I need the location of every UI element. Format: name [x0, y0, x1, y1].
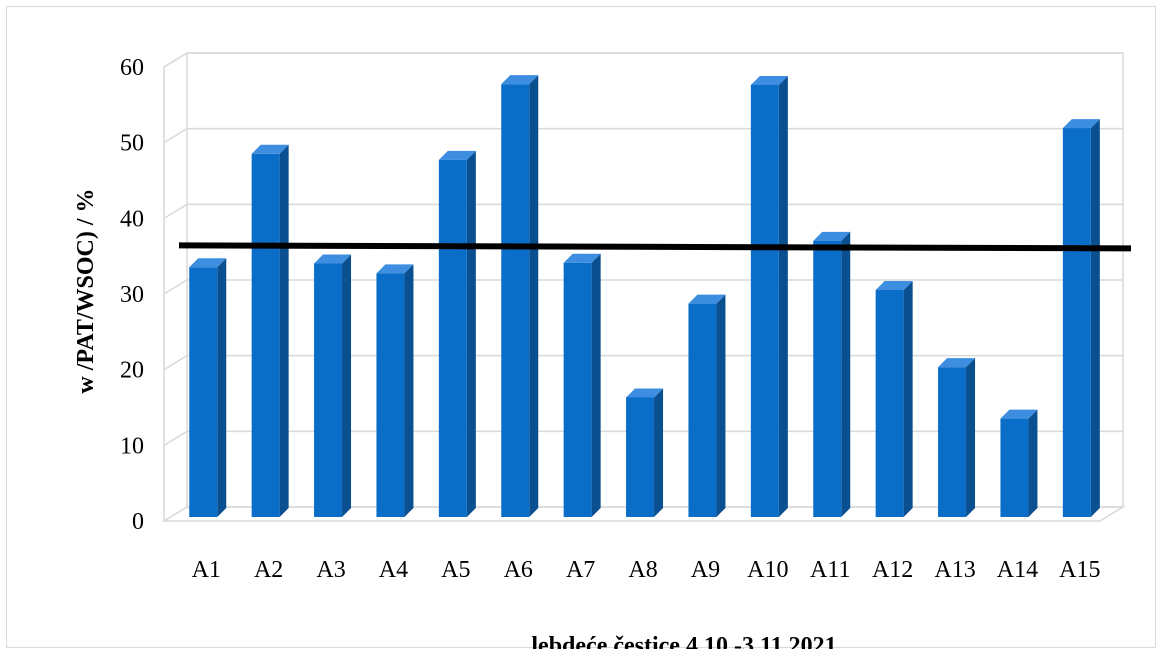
bar-top	[376, 264, 414, 274]
bar	[875, 281, 913, 517]
bar-front	[563, 262, 592, 517]
bar-side	[279, 144, 289, 518]
bar	[813, 231, 851, 518]
x-tick-label: A8	[628, 557, 657, 583]
gridline	[163, 203, 1123, 219]
y-tick-label: 50	[120, 131, 144, 157]
bar-side	[654, 388, 664, 517]
x-tick-label: A12	[872, 557, 913, 583]
bar	[563, 253, 601, 517]
bar-top	[938, 358, 976, 368]
bar-top	[875, 281, 913, 290]
bar-front	[688, 303, 717, 517]
bar	[314, 254, 352, 517]
bar-side	[591, 253, 601, 517]
x-tick-label: A7	[566, 557, 595, 583]
bar-side	[903, 281, 913, 517]
bar	[501, 75, 539, 517]
bar-top	[1062, 119, 1100, 129]
y-tick-label: 0	[132, 509, 144, 535]
bar	[1062, 119, 1100, 517]
bar-side	[716, 294, 726, 517]
gridline	[163, 430, 1123, 446]
chart-frame: 0 10 20 30 40 50 60 A1 A2 A3 A4 A5 A6 A7 A8 A9 A10 A11 A1…	[6, 6, 1156, 649]
x-tick-label: A1	[192, 557, 221, 583]
bar-top	[251, 144, 289, 154]
x-tick-label: A2	[254, 557, 283, 583]
bar-side	[404, 264, 414, 517]
x-tick-label: A5	[441, 557, 470, 583]
bar-front	[750, 84, 779, 518]
gridline	[163, 52, 1123, 68]
bar-front	[376, 273, 405, 517]
bar	[938, 358, 976, 517]
bar-top	[189, 258, 227, 268]
y-tick-label: 20	[120, 358, 144, 384]
x-tick-labels: A1 A2 A3 A4 A5 A6 A7 A8 A9 A10 A11 A12 A13 A14 A15	[192, 557, 1101, 583]
y-tick-label: 10	[120, 433, 144, 459]
y-tick-label: 30	[120, 282, 144, 308]
y-tick-label: 60	[120, 55, 144, 81]
bar-front	[813, 240, 842, 518]
bar-front	[626, 397, 655, 517]
bar	[189, 258, 227, 517]
bar-side	[841, 231, 851, 518]
floor	[161, 506, 1126, 522]
bar-top	[501, 75, 539, 85]
x-tick-label: A11	[810, 557, 850, 583]
bar-front	[314, 263, 343, 517]
bar-side	[778, 75, 788, 518]
reference-line	[178, 242, 1132, 252]
bar-top	[626, 388, 664, 398]
bars	[189, 75, 1100, 518]
bar	[1000, 409, 1038, 517]
bar-top	[813, 231, 851, 241]
bar-front	[438, 159, 467, 517]
bar-top	[688, 294, 726, 304]
bar	[376, 264, 414, 517]
bar-side	[1028, 409, 1038, 517]
x-tick-label: A14	[997, 557, 1038, 583]
bar-top	[563, 253, 601, 263]
reference-line-group	[178, 242, 1132, 252]
x-tick-label: A10	[747, 557, 788, 583]
bar-front	[501, 84, 530, 517]
bar-front	[1062, 128, 1091, 517]
bar	[688, 294, 726, 517]
x-tick-label: A13	[934, 557, 975, 583]
bar	[438, 150, 476, 517]
bar-side	[217, 258, 227, 517]
x-tick-label: A4	[379, 557, 408, 583]
bar-side	[966, 358, 976, 517]
bar-top	[314, 254, 352, 264]
grid	[161, 51, 1126, 522]
bar-side	[466, 150, 476, 517]
gridline	[163, 279, 1123, 295]
bar-top	[1000, 409, 1038, 419]
x-axis-title: lebdeće čestice 4.10.-3.11.2021.	[531, 633, 842, 649]
x-tick-label: A9	[691, 557, 720, 583]
x-tick-label: A6	[504, 557, 533, 583]
bar	[750, 75, 788, 518]
bar-front	[875, 290, 904, 517]
x-tick-label: A15	[1059, 557, 1100, 583]
bar-side	[529, 75, 539, 517]
bar-front	[251, 153, 280, 518]
bar-top	[438, 150, 476, 160]
bar-front	[1000, 418, 1029, 517]
y-tick-labels: 0 10 20 30 40 50 60	[120, 55, 144, 535]
x-tick-label: A3	[316, 557, 345, 583]
bar	[626, 388, 664, 517]
bar-front	[189, 267, 218, 517]
bar	[251, 144, 289, 518]
bar-front	[938, 367, 967, 517]
bar-side	[342, 254, 352, 517]
gridline	[163, 127, 1123, 144]
bar-top	[750, 75, 788, 85]
y-axis-title: w /PAT/WSOC) / %	[73, 188, 99, 393]
bar-side	[1090, 119, 1100, 517]
y-tick-label: 40	[120, 206, 144, 232]
gridline	[163, 354, 1123, 371]
